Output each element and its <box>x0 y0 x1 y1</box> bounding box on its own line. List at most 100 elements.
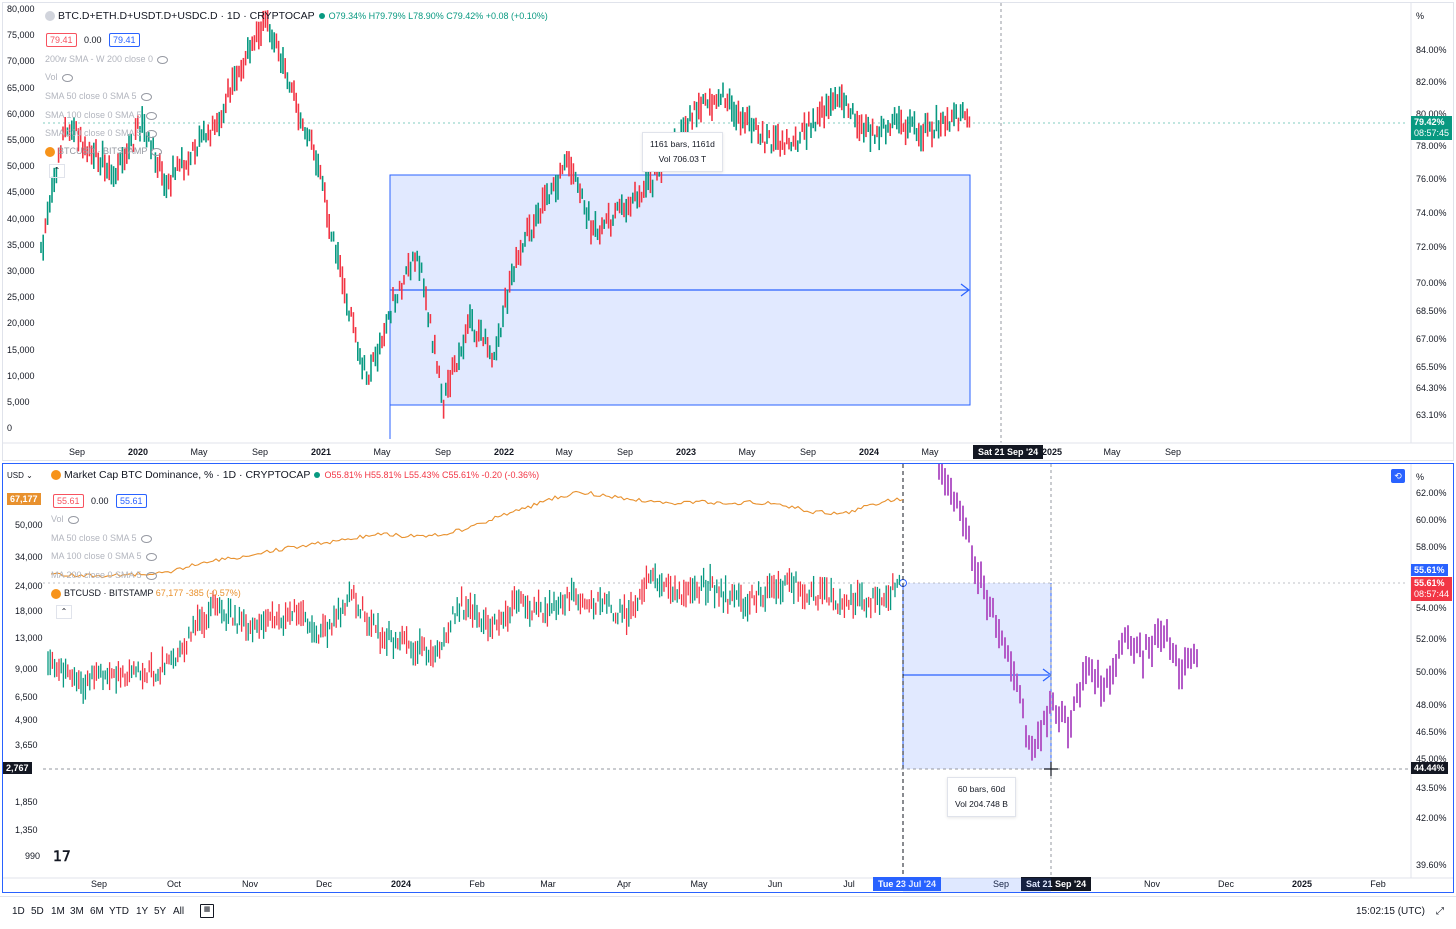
x-axis-tick: Sep <box>992 879 1010 889</box>
top-spread: 0.00 <box>83 35 102 45</box>
left-axis-tick: 34,000 <box>15 552 43 562</box>
dominance-bar <box>1103 677 1105 702</box>
left-axis-tick: 9,000 <box>15 664 38 674</box>
top-price-value: 79.42% <box>1414 117 1445 127</box>
bottom-chart-canvas[interactable] <box>3 464 1453 892</box>
dominance-bar <box>1163 625 1165 649</box>
left-price-tag: 67,177 <box>7 493 41 505</box>
right-axis-tick: 39.60% <box>1416 860 1447 870</box>
sync-icon[interactable]: ⟲ <box>1391 469 1405 483</box>
dominance-bar <box>1154 624 1156 646</box>
x-axis-tick: Dec <box>315 879 333 889</box>
range-button-1d[interactable]: 1D <box>12 906 25 917</box>
range-button-5y[interactable]: 5Y <box>154 906 167 917</box>
top-candles <box>40 10 971 419</box>
left-axis-tick: 55,000 <box>7 135 35 145</box>
eye-icon[interactable] <box>140 92 152 101</box>
calendar-icon[interactable]: ▦ <box>200 904 214 918</box>
top-indicator-sma200[interactable]: SMA 200 close 0 SMA 5 <box>45 128 157 138</box>
top-chart-pane[interactable]: BTC.D+ETH.D+USDT.D+USDC.D · 1D · CRYPTOC… <box>2 2 1454 461</box>
left-axis-tick: 20,000 <box>7 318 35 329</box>
indicator-label: MA 50 close 0 SMA 5 <box>51 533 137 543</box>
eye-icon[interactable] <box>151 147 163 156</box>
right-axis-tick: 64.30% <box>1416 383 1447 393</box>
dominance-bar <box>1061 700 1063 723</box>
bottom-indicator-ma100[interactable]: MA 100 close 0 SMA 5 <box>51 551 157 561</box>
range-button-5d[interactable]: 5D <box>31 906 44 917</box>
bottom-candles <box>47 563 901 704</box>
top-buttons: 79.41 0.00 79.41 <box>46 30 140 48</box>
x-axis-tick: Jul <box>843 879 855 889</box>
dominance-bar <box>1007 645 1009 662</box>
bottom-chart-pane[interactable]: USD ⌄ Market Cap BTC Dominance, % · 1D ·… <box>2 463 1454 893</box>
dominance-bar <box>1133 637 1135 664</box>
top-chart-canvas[interactable] <box>3 3 1453 460</box>
right-axis-tick: 84.00% <box>1416 45 1447 55</box>
range-button-6m[interactable]: 6M <box>90 906 104 917</box>
range-button-ytd[interactable]: YTD <box>109 906 129 917</box>
measure-arrowhead-top <box>960 283 970 297</box>
eye-icon[interactable] <box>145 552 157 561</box>
eye-icon[interactable] <box>145 111 157 120</box>
right-axis-tick: 74.00% <box>1416 208 1447 218</box>
clock[interactable]: 15:02:15 (UTC) <box>1356 906 1425 917</box>
dominance-bar <box>950 477 952 505</box>
eye-icon[interactable] <box>157 55 169 64</box>
right-axis-tick: 70.00% <box>1416 278 1447 288</box>
dominance-bar <box>1073 696 1075 711</box>
range-button-3m[interactable]: 3M <box>70 906 84 917</box>
x-axis-tick: May <box>738 447 756 457</box>
top-sell-button[interactable]: 79.41 <box>46 33 77 47</box>
bottom-indicator-ma50[interactable]: MA 50 close 0 SMA 5 <box>51 533 152 543</box>
x-axis-tick: Sep <box>90 879 108 889</box>
bottom-buy-button[interactable]: 55.61 <box>115 494 147 508</box>
right-axis-tick: 60.00% <box>1416 515 1447 525</box>
expand-icon[interactable]: ⤢ <box>1436 906 1444 917</box>
eye-icon[interactable] <box>145 571 157 580</box>
top-indicator-200w[interactable]: 200w SMA - W 200 close 0 <box>45 54 169 64</box>
right-axis-tick: 80.00% <box>1416 109 1447 119</box>
bottom-indicator-vol[interactable]: Vol <box>51 514 79 524</box>
eye-icon[interactable] <box>145 129 157 138</box>
eye-icon[interactable] <box>67 515 79 524</box>
bottom-indicator-btcusd[interactable]: BTCUSD · BITSTAMP 67,177 -385 (-0.57%) <box>51 588 241 599</box>
top-indicator-sma50[interactable]: SMA 50 close 0 SMA 5 <box>45 91 152 101</box>
eye-icon[interactable] <box>140 534 152 543</box>
dominance-bar <box>1004 637 1006 659</box>
tag-red-countdown: 08:57:44 <box>1414 589 1450 599</box>
indicator-label: MA 200 close 0 SMA 5 <box>51 570 142 580</box>
top-indicator-vol[interactable]: Vol <box>45 72 73 82</box>
dominance-bar <box>1091 659 1093 683</box>
currency-label[interactable]: USD ⌄ <box>7 471 33 480</box>
right-axis-tick: 63.10% <box>1416 410 1447 420</box>
dominance-bars <box>938 464 1198 761</box>
indicator-label: SMA 50 close 0 SMA 5 <box>45 91 137 101</box>
collapse-legend-button[interactable]: ⌃ <box>56 605 72 619</box>
x-axis-tick: Oct <box>166 879 182 889</box>
chevron-down-icon: ⌄ <box>26 471 33 480</box>
collapse-legend-button[interactable]: ⌃ <box>49 164 65 178</box>
bottom-spread: 0.00 <box>90 496 109 506</box>
x-axis-tick: 2020 <box>127 447 149 457</box>
x-range-highlight <box>903 878 1051 892</box>
bottom-sell-button[interactable]: 55.61 <box>53 494 84 508</box>
bottom-legend[interactable]: Market Cap BTC Dominance, % · 1D · CRYPT… <box>51 469 539 481</box>
dominance-bar <box>1151 635 1153 668</box>
x-axis-tick: May <box>1103 447 1121 457</box>
right-axis-tick: 42.00% <box>1416 813 1447 823</box>
range-button-1m[interactable]: 1M <box>51 906 65 917</box>
eye-icon[interactable] <box>61 73 73 82</box>
top-indicator-sma100[interactable]: SMA 100 close 0 SMA 5 <box>45 110 157 120</box>
top-legend[interactable]: BTC.D+ETH.D+USDT.D+USDC.D · 1D · CRYPTOC… <box>45 10 548 22</box>
dominance-bar <box>962 505 964 537</box>
top-indicator-btcusd[interactable]: BTCUSD · BITSTAMP <box>45 146 163 157</box>
range-button-1y[interactable]: 1Y <box>136 906 149 917</box>
bottom-indicator-ma200[interactable]: MA 200 close 0 SMA 5 <box>51 570 157 580</box>
dominance-bar <box>1139 632 1141 658</box>
dominance-bar <box>953 491 955 512</box>
dominance-bar <box>1127 625 1129 650</box>
dominance-bar <box>1193 643 1195 664</box>
top-buy-button[interactable]: 79.41 <box>108 33 140 47</box>
range-button-all[interactable]: All <box>173 906 185 917</box>
tradingview-logo-icon[interactable]: 𝟣𝟩 <box>53 849 71 865</box>
